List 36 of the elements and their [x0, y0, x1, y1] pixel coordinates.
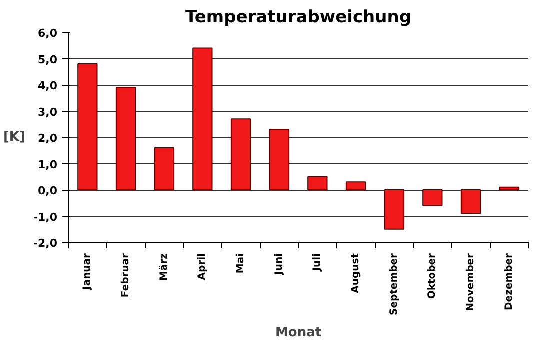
bar [192, 48, 213, 190]
x-tick-label: November [466, 253, 476, 312]
bar [269, 129, 290, 190]
x-tick-label: Januar [82, 253, 94, 291]
x-tick-label: September [388, 253, 400, 316]
y-tick-label: 6,0 [38, 27, 58, 40]
y-tick-label: 1,0 [38, 158, 58, 172]
bar [78, 64, 98, 190]
x-tick-label: Juli [312, 253, 324, 272]
bar [154, 148, 174, 190]
x-tick-label: Februar [120, 253, 132, 298]
x-tick-label: Oktober [427, 253, 438, 300]
y-axis-title: [K] [3, 130, 26, 145]
x-tick-label: August [350, 253, 362, 294]
bar [384, 190, 404, 230]
bar [116, 87, 136, 190]
x-axis-title: Monat [275, 326, 322, 340]
x-tick-label: März [158, 253, 170, 281]
chart-title: Temperaturabweichung [185, 8, 412, 28]
bar [460, 190, 482, 214]
bar [230, 118, 252, 190]
x-tick-label: Mai [236, 253, 246, 274]
y-tick-label: -2,0 [33, 237, 58, 250]
bar [308, 176, 328, 190]
y-tick-label: 0,0 [38, 184, 58, 198]
y-tick-label: 4,0 [38, 80, 58, 92]
x-tick-label: April [197, 253, 208, 280]
bar [499, 186, 520, 190]
x-tick-label: Juni [274, 253, 285, 276]
bar [422, 190, 443, 206]
bar [346, 182, 366, 190]
y-tick-label: 5,0 [38, 53, 58, 66]
y-tick-label: 3,0 [38, 106, 58, 119]
x-tick-label: Dezember [504, 253, 515, 310]
y-tick-label: 2,0 [38, 132, 58, 145]
y-tick-label: -1,0 [33, 210, 58, 224]
